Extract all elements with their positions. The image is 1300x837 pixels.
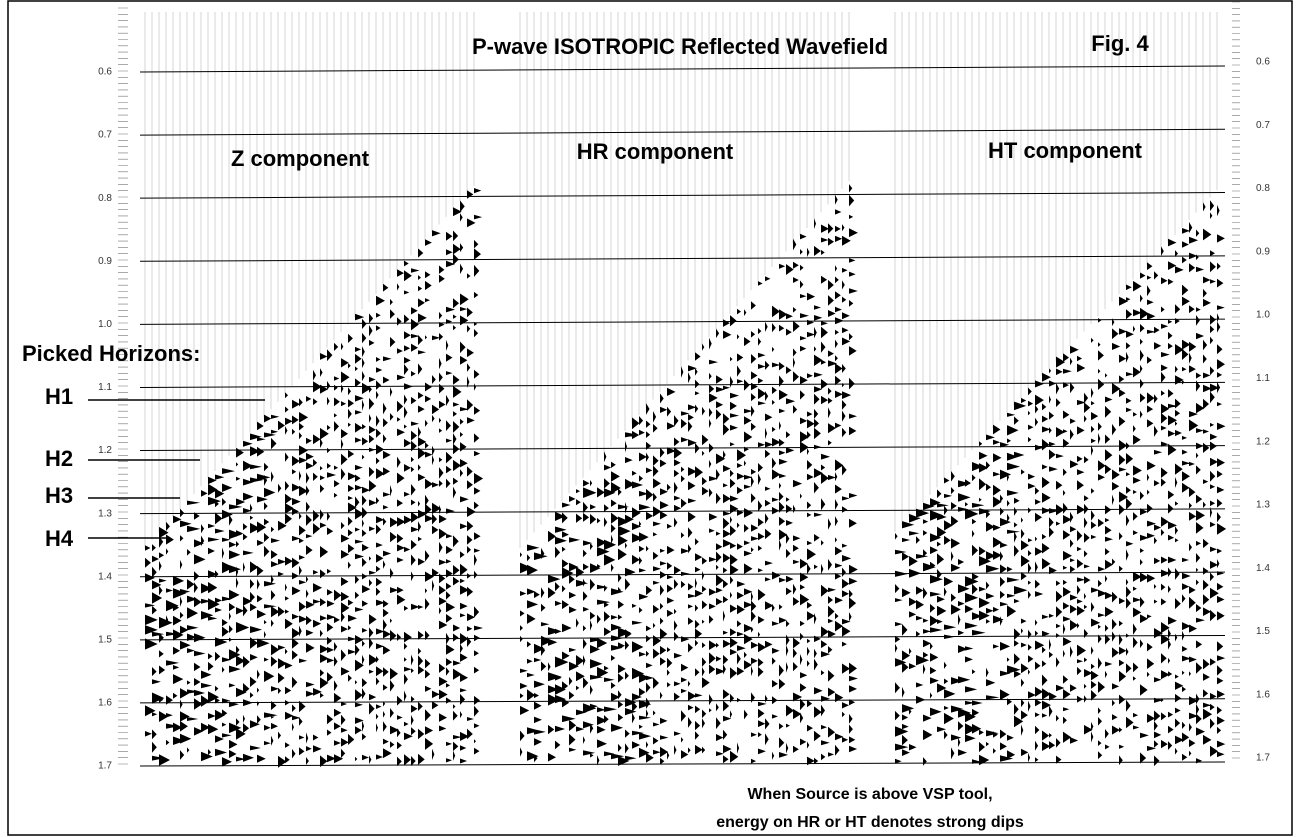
- time-line: [139, 318, 1226, 325]
- right-tick-label: 1.6: [1256, 689, 1270, 700]
- trace-background: [118, 1, 1240, 765]
- caption: energy on HR or HT denotes strong dips: [716, 814, 1024, 831]
- panel-label: HR component: [577, 139, 734, 164]
- title: P-wave ISOTROPIC Reflected Wavefield: [472, 34, 888, 59]
- left-tick-label: 1.3: [98, 508, 112, 519]
- right-tick-label: 1.7: [1256, 753, 1270, 764]
- figure-label: Fig. 4: [1091, 31, 1149, 56]
- right-tick-label: 1.2: [1256, 436, 1270, 447]
- right-tick-label: 0.9: [1256, 246, 1270, 257]
- left-tick-label: 0.8: [98, 193, 112, 204]
- wiggle-traces: [895, 200, 1227, 767]
- horizon-label: H4: [45, 526, 74, 551]
- horizon-label: H3: [45, 483, 73, 508]
- left-tick-label: 0.7: [98, 130, 112, 141]
- time-line: [139, 192, 1226, 199]
- right-tick-label: 1.5: [1256, 626, 1270, 637]
- left-tick-label: 1.0: [98, 319, 112, 330]
- wiggles: [145, 184, 1227, 768]
- right-tick-label: 1.4: [1256, 563, 1270, 574]
- trace-lines: [894, 12, 1218, 532]
- time-line: [139, 65, 1226, 73]
- panel-label: Z component: [231, 146, 370, 171]
- left-tick-label: 1.6: [98, 698, 112, 709]
- right-tick-label: 0.8: [1256, 183, 1270, 194]
- left-tick-label: 0.6: [98, 67, 112, 78]
- left-tick-label: 0.9: [98, 256, 112, 267]
- caption: When Source is above VSP tool,: [747, 786, 992, 803]
- left-tick-label: 1.4: [98, 571, 112, 582]
- left-tick-label: 1.7: [98, 761, 112, 772]
- horizon-label: H1: [45, 384, 73, 409]
- trace-lines: [519, 12, 850, 548]
- left-tick-label: 1.5: [98, 634, 112, 645]
- left-tick-label: 1.2: [98, 445, 112, 456]
- right-tick-label: 0.6: [1256, 57, 1270, 68]
- wiggle-traces: [145, 188, 484, 768]
- panel-label: HT component: [988, 138, 1143, 163]
- right-tick-label: 1.1: [1256, 373, 1270, 384]
- time-line: [139, 128, 1226, 136]
- right-tick-label: 0.7: [1256, 120, 1270, 131]
- time-line: [139, 255, 1226, 262]
- time-line: [139, 698, 1226, 704]
- left-tick-label: 1.1: [98, 382, 112, 393]
- horizon-label: H2: [45, 446, 73, 471]
- wiggle-traces: [520, 184, 858, 766]
- right-tick-label: 1.0: [1256, 310, 1270, 321]
- tick-scale: [118, 1, 1240, 765]
- right-tick-label: 1.3: [1256, 500, 1270, 511]
- horizons-heading: Picked Horizons:: [22, 341, 200, 366]
